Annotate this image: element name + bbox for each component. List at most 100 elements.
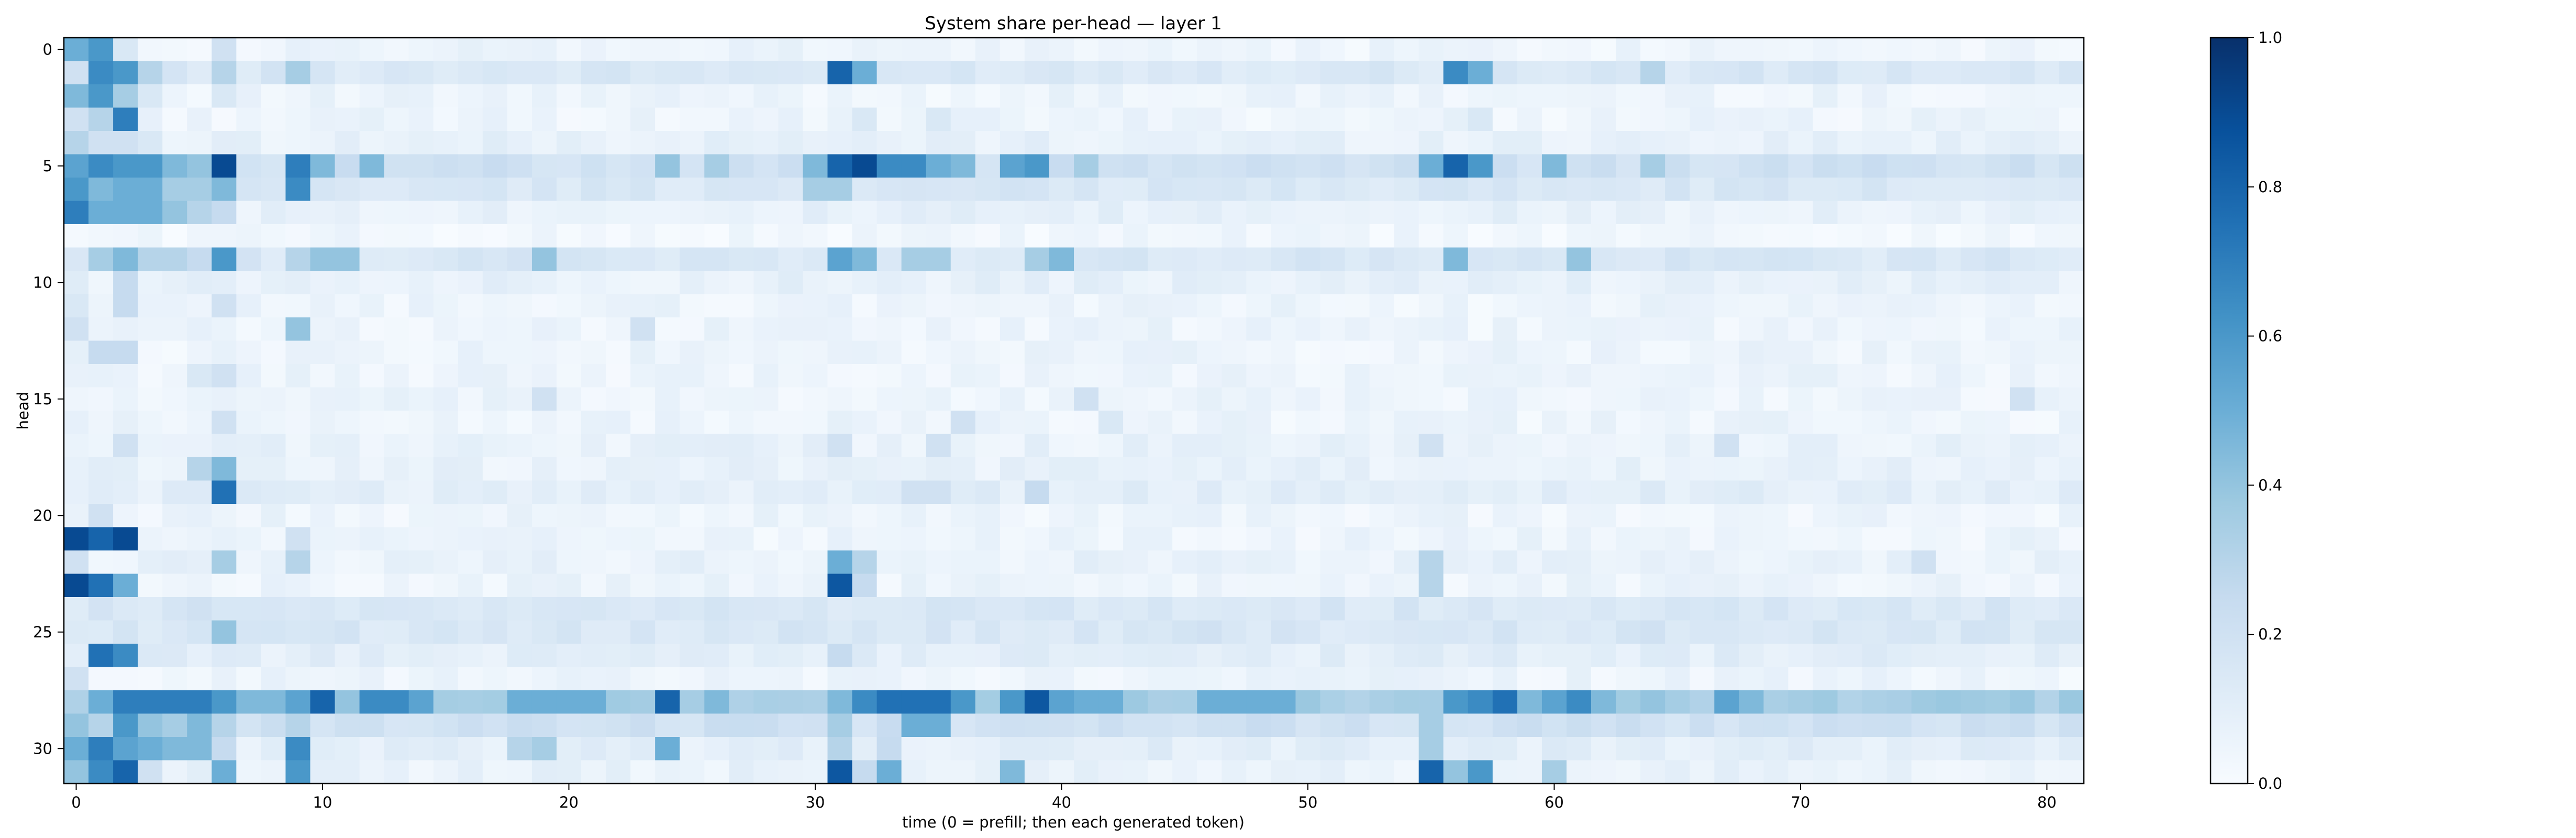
heatmap-cell — [1936, 271, 1961, 295]
heatmap-cell — [1813, 340, 1838, 365]
heatmap-cell — [1418, 224, 1444, 248]
heatmap-cell — [482, 340, 508, 365]
heatmap-cell — [1714, 550, 1739, 575]
heatmap-cell — [729, 620, 754, 644]
heatmap-cell — [162, 550, 187, 575]
heatmap-cell — [926, 434, 951, 458]
heatmap-cell — [1222, 737, 1247, 761]
heatmap-cell — [458, 504, 483, 528]
heatmap-cell — [285, 131, 311, 155]
heatmap-cell — [433, 760, 459, 784]
heatmap-cell — [1763, 434, 1789, 458]
heatmap-cell — [1492, 411, 1518, 435]
heatmap-cell — [359, 667, 385, 691]
heatmap-cell — [1985, 154, 2011, 178]
heatmap-cell — [285, 387, 311, 411]
heatmap-cell — [1369, 107, 1395, 131]
heatmap-cell — [1246, 667, 1271, 691]
heatmap-cell — [1985, 760, 2011, 784]
heatmap-cell — [1886, 387, 1912, 411]
heatmap-cell — [1295, 317, 1321, 341]
heatmap-cell — [1197, 504, 1222, 528]
heatmap-cell — [1616, 107, 1641, 131]
heatmap-cell — [1197, 713, 1222, 737]
heatmap-cell — [1591, 667, 1616, 691]
heatmap-cell — [482, 154, 508, 178]
heatmap-cell — [1197, 271, 1222, 295]
heatmap-cell — [2059, 271, 2084, 295]
heatmap-cell — [1739, 247, 1764, 271]
heatmap-cell — [1468, 84, 1493, 108]
heatmap-cell — [876, 760, 902, 784]
heatmap-cell — [729, 434, 754, 458]
heatmap-cell — [1222, 550, 1247, 575]
heatmap-cell — [113, 690, 138, 714]
heatmap-cell — [64, 201, 89, 225]
heatmap-cell — [212, 504, 237, 528]
heatmap-cell — [1517, 38, 1542, 62]
heatmap-cell — [1345, 84, 1370, 108]
heatmap-cell — [285, 84, 311, 108]
heatmap-cell — [138, 597, 163, 621]
heatmap-cell — [1074, 411, 1099, 435]
heatmap-cell — [1246, 201, 1271, 225]
heatmap-cell — [359, 224, 385, 248]
heatmap-cell — [827, 504, 853, 528]
heatmap-cell — [1271, 713, 1296, 737]
heatmap-cell — [1222, 574, 1247, 598]
heatmap-cell — [1468, 504, 1493, 528]
heatmap-cell — [1739, 597, 1764, 621]
heatmap-cell — [1320, 644, 1346, 668]
heatmap-cell — [876, 154, 902, 178]
heatmap-cell — [1148, 201, 1173, 225]
heatmap-cell — [507, 84, 532, 108]
heatmap-cell — [1886, 271, 1912, 295]
heatmap-cell — [1813, 504, 1838, 528]
heatmap-cell — [1172, 84, 1197, 108]
heatmap-cell — [1271, 574, 1296, 598]
heatmap-cell — [1616, 434, 1641, 458]
heatmap-cell — [1517, 411, 1542, 435]
heatmap-cell — [261, 154, 286, 178]
heatmap-cell — [1591, 294, 1616, 318]
heatmap-cell — [162, 480, 187, 504]
heatmap-cell — [236, 574, 261, 598]
heatmap-cell — [630, 667, 656, 691]
heatmap-cell — [2034, 504, 2060, 528]
heatmap-cell — [1813, 364, 1838, 388]
heatmap-cell — [1320, 457, 1346, 481]
heatmap-cell — [1418, 84, 1444, 108]
heatmap-cell — [926, 178, 951, 202]
heatmap-cell — [1517, 737, 1542, 761]
heatmap-cell — [1394, 38, 1419, 62]
heatmap-cell — [680, 713, 705, 737]
heatmap-cell — [1295, 760, 1321, 784]
heatmap-cell — [1172, 597, 1197, 621]
heatmap-cell — [852, 690, 878, 714]
heatmap-cell — [778, 154, 804, 178]
heatmap-cell — [901, 224, 927, 248]
heatmap-cell — [408, 457, 434, 481]
heatmap-cell — [1271, 247, 1296, 271]
heatmap-cell — [1960, 620, 1986, 644]
heatmap-cell — [827, 340, 853, 365]
heatmap-cell — [1172, 107, 1197, 131]
heatmap-cell — [1985, 317, 2011, 341]
heatmap-cell — [1098, 527, 1124, 551]
heatmap-cell — [1837, 690, 1863, 714]
heatmap-cell — [458, 760, 483, 784]
heatmap-cell — [704, 644, 729, 668]
heatmap-cell — [1123, 504, 1148, 528]
heatmap-cell — [1000, 84, 1025, 108]
heatmap-cell — [64, 411, 89, 435]
heatmap-cell — [531, 411, 557, 435]
heatmap-cell — [1813, 480, 1838, 504]
heatmap-cell — [1911, 434, 1937, 458]
heatmap-cell — [1098, 713, 1124, 737]
heatmap-cell — [335, 457, 360, 481]
heatmap-cell — [1000, 38, 1025, 62]
heatmap-cell — [876, 737, 902, 761]
heatmap-cell — [359, 38, 385, 62]
heatmap-cell — [1271, 317, 1296, 341]
heatmap-cell — [1763, 178, 1789, 202]
